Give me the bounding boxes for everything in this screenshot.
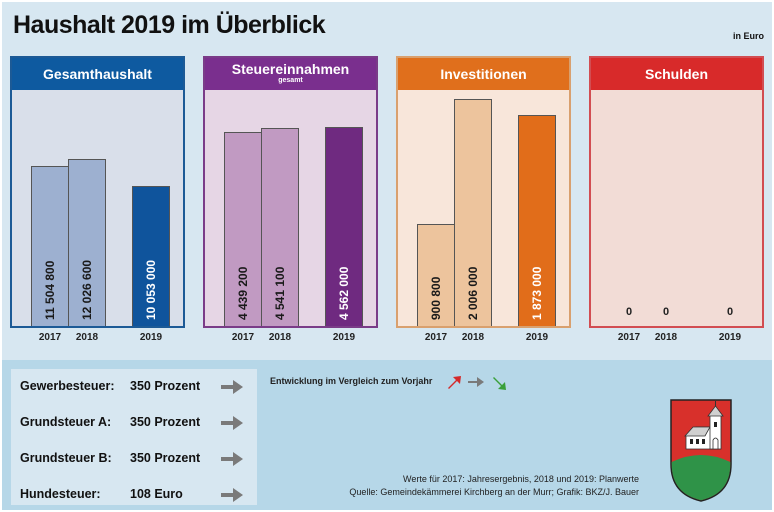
- plot-area: 900 800 2 006 000 1 873 000: [398, 90, 569, 326]
- panel-steuereinnahmen: Steuereinnahmen gesamt 4 439 200 4 541 100 4…: [203, 56, 378, 328]
- tax-row: Hundesteuer: 108 Euro: [20, 485, 252, 505]
- tax-name: Hundesteuer:: [20, 487, 101, 501]
- arrow-right-icon: [221, 488, 243, 502]
- plot-area: 4 439 200 4 541 100 4 562 000: [205, 90, 376, 326]
- bar-2018: 12 026 600: [68, 159, 106, 326]
- bar-value-label: 4 439 200: [236, 266, 250, 320]
- bar-2017: 900 800: [417, 224, 455, 326]
- bar-value-label: 0: [625, 306, 633, 318]
- tax-name: Grundsteuer A:: [20, 415, 112, 429]
- arrow-right-icon: [221, 452, 243, 466]
- bar-value-label: 1 873 000: [530, 266, 544, 320]
- x-tick-label: 2019: [139, 332, 163, 343]
- tax-value: 350 Prozent: [130, 451, 201, 465]
- arrow-right-icon: [221, 416, 243, 430]
- x-tick-label: 2019: [332, 332, 356, 343]
- panel-subtitle: gesamt: [278, 77, 303, 84]
- arrow-down-right-icon: [493, 377, 506, 390]
- x-tick-label: 2017: [617, 332, 641, 343]
- bar-value-label: 12 026 600: [80, 259, 94, 320]
- tax-value: 350 Prozent: [130, 415, 201, 429]
- bar-2018: 2 006 000: [454, 99, 492, 326]
- arrow-right-icon: [221, 380, 243, 394]
- x-tick-label: 2017: [424, 332, 448, 343]
- panel-title: Schulden: [591, 58, 762, 90]
- panel-title-text: Gesamthaushalt: [43, 66, 152, 82]
- panel-title: Steuereinnahmen gesamt: [205, 58, 376, 90]
- page-title: Haushalt 2019 im Überblick: [13, 11, 326, 39]
- bar-value-label: 4 562 000: [337, 266, 351, 320]
- panel-title-text: Steuereinnahmen: [231, 61, 350, 77]
- x-tick-label: 2019: [525, 332, 549, 343]
- bar-2017: 11 504 800: [31, 166, 69, 326]
- bar-value-label: 900 800: [429, 276, 443, 320]
- tax-name: Gewerbesteuer:: [20, 379, 115, 393]
- x-axis-labels: 2017 2018 2019: [203, 332, 378, 346]
- panel-investitionen: Investitionen 900 800 2 006 000 1 873 000: [396, 56, 571, 328]
- x-tick-label: 2018: [268, 332, 292, 343]
- footnote-values: Werte für 2017: Jahresergebnis, 2018 und…: [403, 474, 639, 484]
- x-axis-labels: 2017 2018 2019: [589, 332, 764, 346]
- bar-value-label: 2 006 000: [466, 266, 480, 320]
- legend-text: Entwicklung im Vergleich zum Vorjahr: [270, 376, 433, 386]
- bar-value-label: 11 504 800: [43, 260, 57, 320]
- bar-2019: 1 873 000: [518, 115, 556, 326]
- bar-2018: 4 541 100: [261, 128, 299, 326]
- tax-row: Grundsteuer A: 350 Prozent: [20, 413, 252, 433]
- legend-arrows: [448, 376, 506, 390]
- arrow-up-right-icon: [448, 376, 461, 389]
- footnotes: Werte für 2017: Jahresergebnis, 2018 und…: [349, 473, 639, 499]
- panel-gesamthaushalt: Gesamthaushalt 11 504 800 12 026 600 10 053…: [10, 56, 185, 328]
- bar-value-label: 0: [726, 306, 734, 318]
- panel-title-text: Investitionen: [440, 66, 527, 82]
- x-axis-labels: 2017 2018 2019: [10, 332, 185, 346]
- tax-name: Grundsteuer B:: [20, 451, 112, 465]
- coat-of-arms-icon: [670, 399, 732, 502]
- panel-title-text: Schulden: [644, 66, 708, 82]
- bottom-section: Gewerbesteuer: 350 Prozent Grundsteuer A…: [2, 360, 772, 510]
- x-axis-labels: 2017 2018 2019: [396, 332, 571, 346]
- bar-value-label: 10 053 000: [144, 259, 158, 320]
- x-tick-label: 2018: [75, 332, 99, 343]
- panel-title: Gesamthaushalt: [12, 58, 183, 90]
- x-tick-label: 2019: [718, 332, 742, 343]
- tax-value: 108 Euro: [130, 487, 183, 501]
- tax-row: Gewerbesteuer: 350 Prozent: [20, 377, 252, 397]
- x-tick-label: 2017: [38, 332, 62, 343]
- bar-2017: 4 439 200: [224, 132, 262, 326]
- tax-row: Grundsteuer B: 350 Prozent: [20, 449, 252, 469]
- panel-schulden: Schulden 0 0 0: [589, 56, 764, 328]
- x-tick-label: 2017: [231, 332, 255, 343]
- plot-area: 11 504 800 12 026 600 10 053 000: [12, 90, 183, 326]
- bar-value-label: 4 541 100: [273, 266, 287, 320]
- plot-area: 0 0 0: [591, 90, 762, 326]
- x-tick-label: 2018: [461, 332, 485, 343]
- bar-value-label: 0: [662, 306, 670, 318]
- tax-value: 350 Prozent: [130, 379, 201, 393]
- x-tick-label: 2018: [654, 332, 678, 343]
- bar-2019: 4 562 000: [325, 127, 363, 326]
- bar-2019: 10 053 000: [132, 186, 170, 326]
- unit-label: in Euro: [733, 31, 764, 41]
- panel-title: Investitionen: [398, 58, 569, 90]
- footnote-source: Quelle: Gemeindekämmerei Kirchberg an de…: [349, 487, 639, 497]
- tax-rates-box: Gewerbesteuer: 350 Prozent Grundsteuer A…: [11, 369, 257, 505]
- arrow-right-icon: [468, 377, 484, 387]
